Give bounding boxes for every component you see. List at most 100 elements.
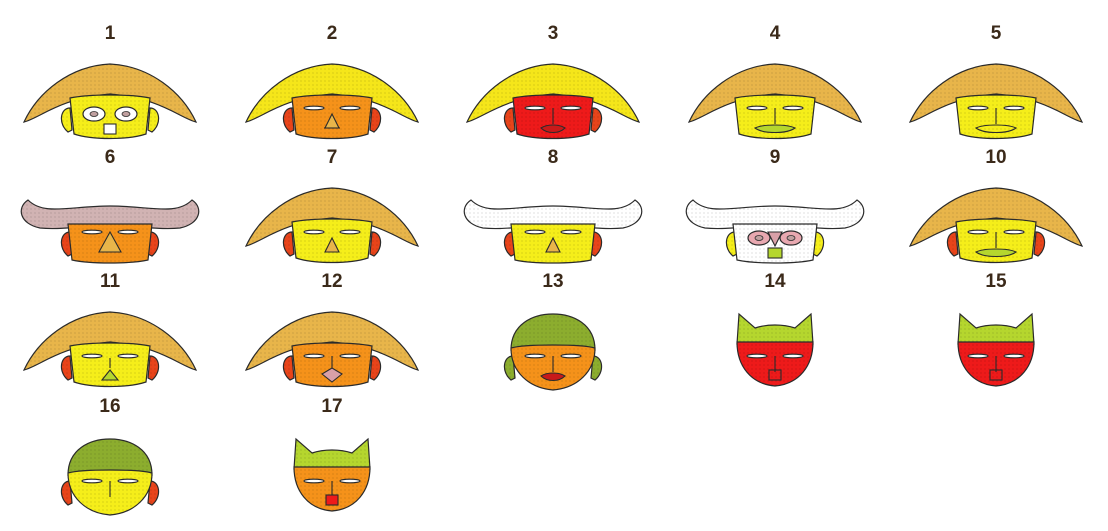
nose <box>98 230 122 253</box>
eye-right <box>117 353 139 359</box>
face-number: 9 <box>769 147 781 168</box>
face-figure <box>687 63 863 140</box>
eye-right <box>782 105 804 111</box>
face-item: 17 <box>232 397 432 521</box>
eye-right <box>339 229 361 235</box>
face-item: 1 <box>10 24 210 148</box>
face-figure <box>22 311 198 388</box>
face-drawing <box>908 187 1084 264</box>
face-number: 2 <box>326 23 338 44</box>
face-number: 4 <box>769 23 781 44</box>
face-drawing <box>908 63 1084 140</box>
face-figure <box>244 63 420 140</box>
eye-right <box>782 353 804 359</box>
mouth <box>767 247 783 259</box>
face-drawing <box>244 311 420 388</box>
face-figure <box>463 199 643 264</box>
eye-right <box>1003 105 1025 111</box>
face-drawing <box>20 199 200 264</box>
face-figure <box>503 313 603 391</box>
eye-left <box>81 353 103 359</box>
face-drawing <box>736 312 814 387</box>
face-figure <box>244 311 420 388</box>
face-figure <box>465 63 641 140</box>
eye-left <box>303 105 325 111</box>
face-number: 12 <box>321 271 343 292</box>
face-figure <box>908 187 1084 264</box>
face-number: 7 <box>326 147 338 168</box>
face-number: 13 <box>542 271 564 292</box>
face-item: 3 <box>453 24 653 148</box>
face-figure <box>244 187 420 264</box>
eye-right <box>339 478 361 484</box>
face-drawing <box>60 438 160 516</box>
face-item: 12 <box>232 272 432 396</box>
face-number: 16 <box>99 396 121 417</box>
face-drawing <box>687 63 863 140</box>
face-number: 10 <box>985 147 1007 168</box>
eye-right <box>560 105 582 111</box>
nose <box>545 236 561 253</box>
face-item: 7 <box>232 148 432 272</box>
face-item: 4 <box>675 24 875 148</box>
face-figure <box>293 437 371 512</box>
mouth <box>321 367 343 383</box>
face-item: 9 <box>675 148 875 272</box>
face-drawing <box>685 199 865 264</box>
face-item: 5 <box>896 24 1096 148</box>
face-drawing <box>463 199 643 264</box>
face-number: 14 <box>764 271 786 292</box>
face-number: 8 <box>547 147 559 168</box>
eye-right <box>339 353 361 359</box>
face-drawing <box>465 63 641 140</box>
mouth <box>100 369 120 381</box>
face-number: 17 <box>321 396 343 417</box>
eye-left <box>81 478 103 484</box>
mouth <box>974 248 1018 258</box>
face-item: 13 <box>453 272 653 396</box>
eye-left <box>967 353 989 359</box>
eye-left <box>746 105 768 111</box>
eye-right <box>1003 353 1025 359</box>
eye-right <box>560 353 582 359</box>
face-drawing <box>22 63 198 140</box>
face-drawing <box>22 311 198 388</box>
face-item: 14 <box>675 272 875 396</box>
mouth <box>325 494 339 506</box>
face-item: 10 <box>896 148 1096 272</box>
eye-left <box>303 478 325 484</box>
mouth <box>989 369 1003 381</box>
eye-left <box>967 229 989 235</box>
eye-right <box>117 478 139 484</box>
face-figure <box>20 199 200 264</box>
face-item: 2 <box>232 24 432 148</box>
face-number: 11 <box>99 271 121 292</box>
eye-left <box>524 105 546 111</box>
face-item: 6 <box>10 148 210 272</box>
face-drawing <box>244 63 420 140</box>
mouth <box>540 372 566 382</box>
face-number: 6 <box>104 147 116 168</box>
face-drawing <box>293 437 371 512</box>
face-item: 8 <box>453 148 653 272</box>
face-number: 5 <box>990 23 1002 44</box>
face-figure <box>957 312 1035 387</box>
face-drawing <box>957 312 1035 387</box>
face-figure <box>685 199 865 264</box>
mouth <box>540 124 566 134</box>
face-drawing <box>503 313 603 391</box>
mouth <box>974 124 1018 134</box>
face-drawing <box>244 187 420 264</box>
mouth <box>103 123 117 135</box>
face-item: 15 <box>896 272 1096 396</box>
eye-right <box>1003 229 1025 235</box>
eye-left <box>967 105 989 111</box>
nose <box>324 236 340 253</box>
nose <box>767 231 783 248</box>
face-figure <box>22 63 198 140</box>
face-figure <box>736 312 814 387</box>
face-item: 11 <box>10 272 210 396</box>
mouth <box>753 124 797 134</box>
face-number: 1 <box>104 23 116 44</box>
